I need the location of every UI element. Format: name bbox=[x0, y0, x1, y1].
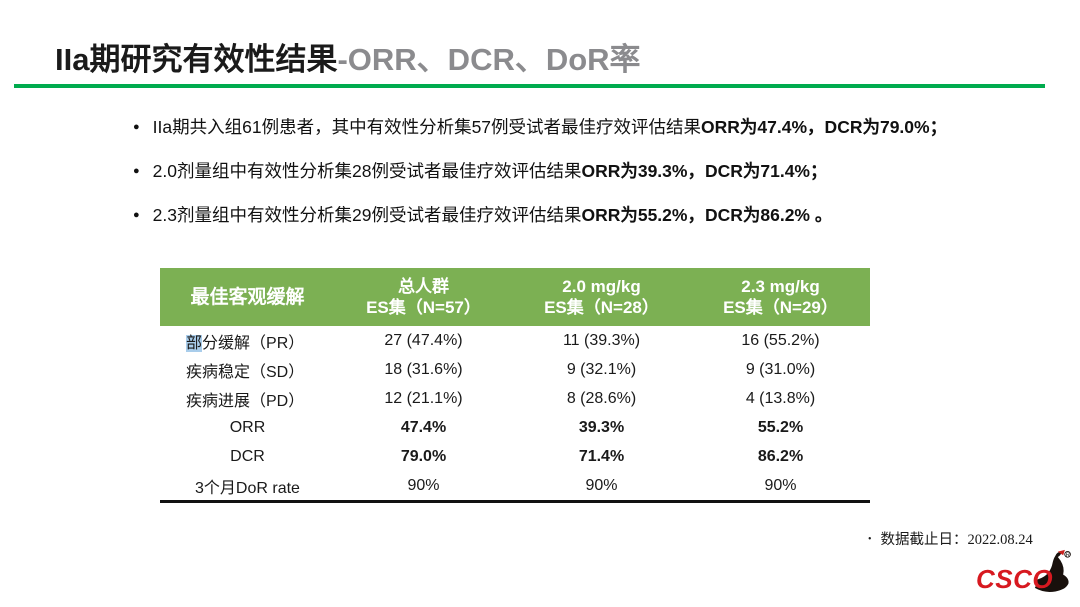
page-title-main: IIa期研究有效性结果 bbox=[55, 42, 338, 77]
bullet-item: ● IIa期共入组61例患者，其中有效性分析集57例受试者最佳疗效评估结果ORR… bbox=[133, 116, 1013, 139]
table-cell: 47.4% bbox=[400, 418, 447, 436]
page-title-sub: -ORR、DCR、DoR率 bbox=[337, 42, 641, 77]
csco-logo-text: CSCO bbox=[976, 564, 1054, 594]
table-header-dose-2-3: 2.3 mg/kg ES集（N=29） bbox=[691, 268, 870, 326]
table-cell: 39.3% bbox=[578, 418, 625, 436]
selection-highlight: 部 bbox=[186, 334, 203, 352]
bullet-icon: ● bbox=[133, 121, 140, 133]
table-cell: 90% bbox=[335, 471, 512, 503]
bullet-icon: ● bbox=[133, 165, 140, 177]
table-header-row: 最佳客观缓解 总人群 ES集（N=57） 2.0 mg/kg ES集（N=28） 2… bbox=[160, 268, 870, 326]
table-cell: 90% bbox=[512, 471, 691, 503]
table-cell: 16 (55.2%) bbox=[741, 331, 820, 349]
data-cutoff-note: • 数据截止日：2022.08.24 bbox=[868, 532, 1033, 548]
table-cell: 18 (31.6%) bbox=[384, 360, 463, 378]
table-row: 疾病稳定（SD） 18 (31.6%) 9 (32.1%) 9 (31.0%) bbox=[160, 355, 870, 384]
table-cell: 9 (31.0%) bbox=[745, 360, 816, 378]
csco-figure-icon: R bbox=[1034, 549, 1071, 592]
table-row: 疾病进展（PD） 12 (21.1%) 8 (28.6%) 4 (13.8%) bbox=[160, 384, 870, 413]
table-cell: 90% bbox=[691, 471, 870, 503]
table-row: 部分缓解（PR） 27 (47.4%) 11 (39.3%) 16 (55.2%… bbox=[160, 326, 870, 355]
table-cell: 55.2% bbox=[757, 418, 804, 436]
row-label: 部分缓解（PR） bbox=[186, 334, 305, 352]
table-cell: 86.2% bbox=[757, 447, 804, 465]
row-label: 疾病进展（PD） bbox=[186, 392, 305, 410]
page-title: IIa期研究有效性结果-ORR、DCR、DoR率 bbox=[55, 34, 641, 79]
svg-text:R: R bbox=[1066, 552, 1070, 558]
title-underline bbox=[14, 84, 1045, 88]
footnote-bullet-icon: • bbox=[868, 534, 872, 545]
table-cell: 4 (13.8%) bbox=[745, 389, 816, 407]
results-table: 最佳客观缓解 总人群 ES集（N=57） 2.0 mg/kg ES集（N=28） 2… bbox=[160, 268, 870, 503]
bullet-text: IIa期共入组61例患者，其中有效性分析集57例受试者最佳疗效评估结果ORR为4… bbox=[152, 117, 948, 137]
bullet-item: ● 2.3剂量组中有效性分析集29例受试者最佳疗效评估结果ORR为55.2%，D… bbox=[133, 204, 1013, 227]
row-label: ORR bbox=[229, 418, 266, 436]
row-label: 疾病稳定（SD） bbox=[186, 363, 305, 381]
row-label: DCR bbox=[230, 447, 265, 465]
csco-logo: R CSCO bbox=[970, 549, 1074, 599]
table-cell: 27 (47.4%) bbox=[384, 331, 463, 349]
table-row: DCR 79.0% 71.4% 86.2% bbox=[160, 442, 870, 471]
table-row: ORR 47.4% 39.3% 55.2% bbox=[160, 413, 870, 442]
bullet-item: ● 2.0剂量组中有效性分析集28例受试者最佳疗效评估结果ORR为39.3%，D… bbox=[133, 160, 1013, 183]
table-cell: 79.0% bbox=[400, 447, 447, 465]
table-cell: 12 (21.1%) bbox=[384, 389, 463, 407]
bullet-list: ● IIa期共入组61例患者，其中有效性分析集57例受试者最佳疗效评估结果ORR… bbox=[133, 116, 1013, 248]
row-label: 3个月DoR rate bbox=[160, 471, 335, 503]
bullet-icon: ● bbox=[133, 209, 140, 221]
bullet-text: 2.3剂量组中有效性分析集29例受试者最佳疗效评估结果ORR为55.2%，DCR… bbox=[152, 205, 833, 225]
table-header-dose-2-0: 2.0 mg/kg ES集（N=28） bbox=[512, 268, 691, 326]
bullet-text: 2.0剂量组中有效性分析集28例受试者最佳疗效评估结果ORR为39.3%，DCR… bbox=[152, 161, 828, 181]
table-cell: 8 (28.6%) bbox=[566, 389, 637, 407]
table-header-col1: 最佳客观缓解 bbox=[160, 268, 335, 326]
table-header-total: 总人群 ES集（N=57） bbox=[335, 268, 512, 326]
table-cell: 9 (32.1%) bbox=[566, 360, 637, 378]
table-cell: 71.4% bbox=[578, 447, 625, 465]
table-cell: 11 (39.3%) bbox=[562, 331, 641, 349]
table-row: 3个月DoR rate 90% 90% 90% bbox=[160, 471, 870, 503]
